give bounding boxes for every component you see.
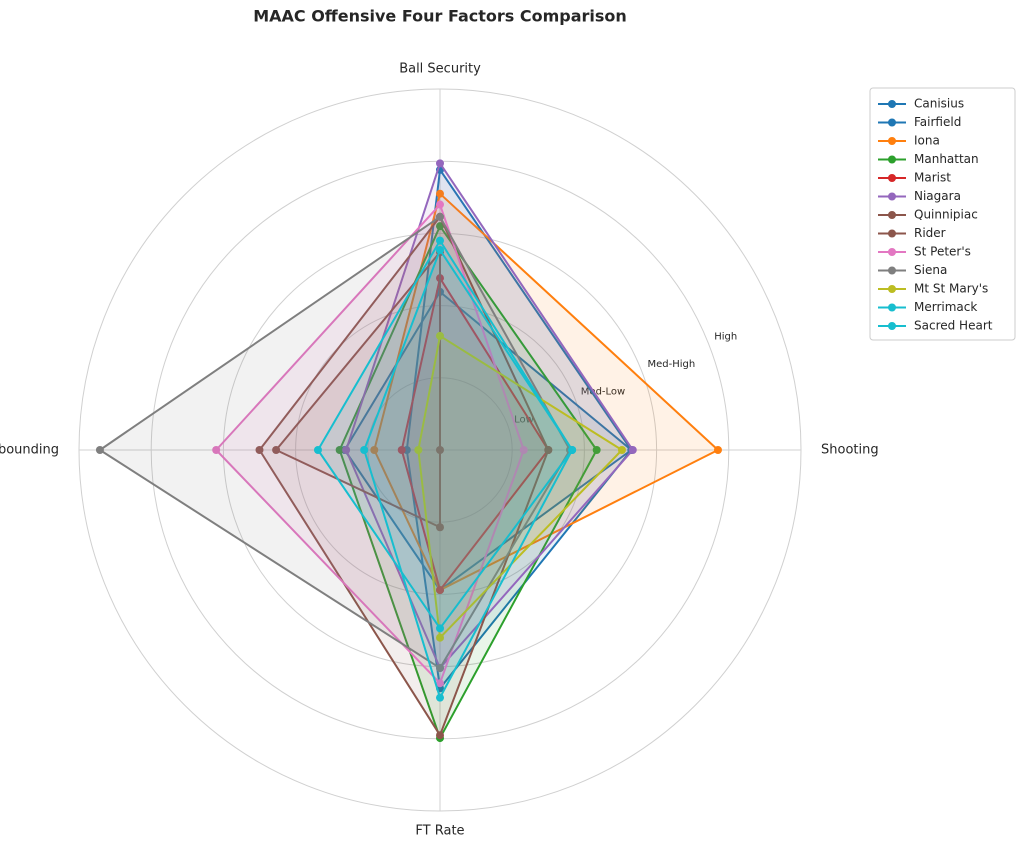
series-point	[617, 446, 626, 454]
r-tick-label: Low	[514, 414, 534, 425]
series-point	[436, 446, 444, 454]
legend-marker	[888, 248, 896, 256]
series-point	[212, 446, 221, 454]
axis-label: Off Rebounding	[0, 443, 59, 458]
legend-marker	[888, 322, 896, 330]
series-point	[544, 446, 553, 454]
series-point	[592, 446, 601, 454]
legend-marker	[888, 118, 896, 127]
legend-marker	[888, 303, 896, 312]
series-point	[436, 523, 444, 532]
plot-area	[95, 159, 722, 743]
series-point	[436, 159, 444, 168]
series-point	[436, 246, 444, 255]
series-point	[360, 446, 369, 454]
series-point	[628, 446, 637, 454]
series-point	[313, 446, 322, 454]
series-point	[436, 693, 444, 702]
series-point	[95, 446, 104, 454]
legend-label: Quinnipiac	[914, 208, 978, 222]
legend-label: Marist	[914, 171, 951, 185]
series-point	[568, 446, 577, 454]
r-tick-label: High	[714, 331, 737, 342]
series-point	[397, 446, 406, 454]
series-point	[436, 236, 444, 245]
r-tick-label: Med-High	[648, 359, 696, 370]
legend-marker	[888, 266, 896, 275]
legend-label: Canisius	[914, 97, 964, 111]
legend-label: Rider	[914, 226, 946, 240]
series-point	[436, 664, 444, 673]
series-point	[436, 222, 444, 231]
series-point	[335, 446, 344, 454]
series-point	[370, 446, 379, 454]
series-point	[436, 731, 444, 740]
series-point	[436, 200, 444, 209]
series-point	[414, 446, 423, 454]
legend-marker	[888, 174, 896, 182]
legend-label: Iona	[914, 134, 940, 148]
legend-marker	[888, 137, 896, 145]
axis-label: Shooting	[821, 443, 879, 458]
series-point	[342, 446, 351, 454]
legend-marker	[888, 192, 896, 201]
series-point	[436, 679, 444, 688]
legend-marker	[888, 100, 896, 108]
legend-label: Mt St Mary's	[914, 282, 988, 296]
legend-frame	[869, 87, 1016, 341]
legend-label: Fairfield	[914, 115, 961, 129]
r-tick-label: Med-Low	[581, 387, 625, 398]
legend-marker	[888, 285, 896, 293]
legend: Canisius Fairfield Iona Manhattan Marist Niag…	[869, 87, 1016, 341]
legend-label: Siena	[914, 263, 947, 277]
legend-label: St Peter's	[914, 245, 971, 259]
legend-label: Manhattan	[914, 152, 979, 166]
series-point	[436, 586, 444, 595]
legend-label: Sacred Heart	[914, 319, 993, 333]
series-point	[436, 633, 444, 642]
series-point	[436, 624, 444, 633]
chart-title: MAAC Offensive Four Factors Comparison	[253, 7, 627, 26]
series-point	[436, 189, 444, 198]
series-point	[436, 331, 444, 340]
axis-label: Ball Security	[399, 62, 481, 77]
legend-marker	[888, 229, 896, 238]
legend-marker	[888, 155, 896, 164]
series-point	[436, 212, 444, 221]
series-point	[272, 446, 281, 454]
series-point	[713, 446, 722, 454]
legend-label: Merrimack	[914, 300, 977, 314]
legend-marker	[888, 211, 896, 219]
legend-label: Niagara	[914, 189, 961, 203]
series-point	[519, 446, 528, 454]
series-point	[255, 446, 264, 454]
axis-label: FT Rate	[415, 824, 464, 839]
